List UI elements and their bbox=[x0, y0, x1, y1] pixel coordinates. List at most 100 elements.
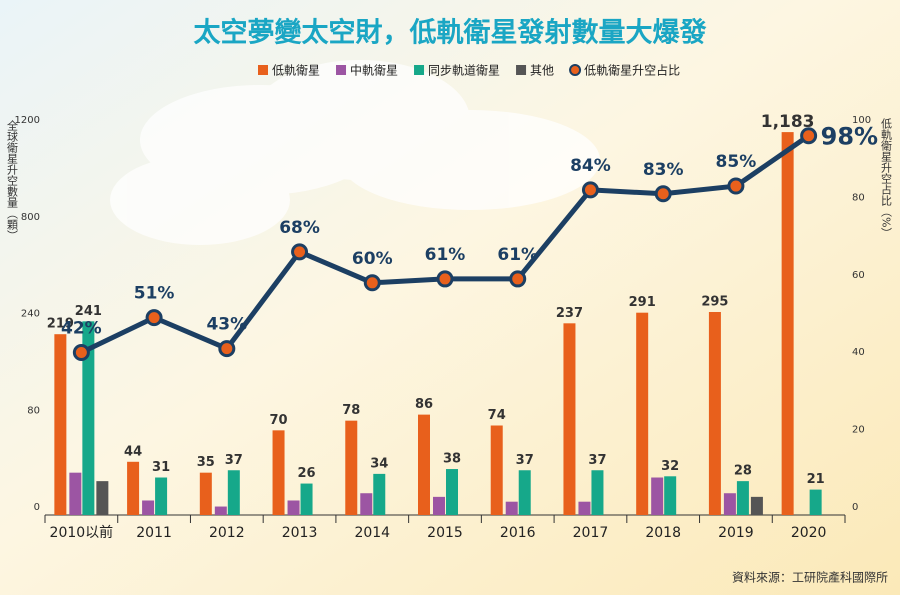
data-label: 34 bbox=[370, 456, 388, 471]
bar bbox=[591, 470, 604, 515]
y-axis-label: 全球衛星升空數量（顆） bbox=[6, 119, 19, 241]
x-tick-label: 2020 bbox=[791, 525, 827, 541]
bar bbox=[750, 496, 763, 515]
x-tick-label: 2019 bbox=[718, 525, 754, 541]
x-tick-label: 2013 bbox=[282, 525, 318, 541]
data-label: 37 bbox=[225, 453, 243, 468]
data-label: 68% bbox=[279, 218, 320, 238]
data-label: 219 bbox=[47, 317, 74, 332]
bar bbox=[214, 506, 227, 515]
legend-label: 低軌衛星升空占比 bbox=[584, 63, 680, 78]
bar bbox=[518, 470, 531, 515]
bar bbox=[345, 420, 358, 515]
bar bbox=[490, 425, 503, 515]
source: 資料來源：工研院產科國際所 bbox=[732, 570, 888, 585]
data-label: 21 bbox=[807, 472, 825, 487]
data-label: 32 bbox=[661, 459, 679, 474]
y-tick-label: 0 bbox=[34, 502, 40, 513]
bar bbox=[142, 500, 155, 515]
x-tick-label: 2011 bbox=[136, 525, 172, 541]
data-label: 1,183 bbox=[761, 112, 815, 132]
bar bbox=[651, 477, 664, 515]
bar bbox=[373, 473, 386, 515]
legend-swatch bbox=[516, 65, 527, 75]
y-tick-label: 240 bbox=[21, 309, 40, 320]
legend-marker bbox=[569, 64, 582, 76]
x-tick-label: 2015 bbox=[427, 525, 463, 541]
marker bbox=[581, 181, 599, 199]
bar bbox=[69, 472, 82, 515]
y2-tick-label: 100 bbox=[852, 115, 871, 126]
marker bbox=[509, 270, 527, 288]
data-label: 241 bbox=[75, 304, 102, 319]
x-tick-label: 2018 bbox=[645, 525, 681, 541]
data-label: 43% bbox=[206, 315, 247, 335]
bar bbox=[505, 501, 518, 515]
bar bbox=[96, 481, 109, 515]
y2-axis-label: 低軌衛星升空占比（%） bbox=[880, 118, 893, 239]
data-label: 37 bbox=[516, 453, 534, 468]
data-label: 31 bbox=[152, 460, 170, 475]
marker bbox=[218, 340, 236, 358]
x-tick-label: 2014 bbox=[354, 525, 390, 541]
bar bbox=[82, 321, 95, 515]
bar bbox=[446, 469, 458, 515]
data-label: 83% bbox=[643, 160, 684, 180]
bar bbox=[723, 493, 736, 515]
data-label: 61% bbox=[425, 245, 466, 265]
marker bbox=[291, 243, 309, 261]
x-tick-label: 2010以前 bbox=[50, 524, 114, 541]
y-tick-label: 80 bbox=[27, 405, 40, 416]
y2-tick-label: 0 bbox=[852, 502, 858, 513]
y2-tick-label: 20 bbox=[852, 425, 865, 436]
chart-title: 太空夢變太空財，低軌衛星發射數量大爆發 bbox=[194, 17, 707, 49]
bar bbox=[578, 501, 591, 515]
marker bbox=[145, 309, 163, 327]
y-tick-label: 1200 bbox=[15, 115, 40, 126]
marker bbox=[436, 270, 454, 288]
data-label: 295 bbox=[701, 294, 728, 309]
marker bbox=[363, 274, 381, 292]
data-label: 84% bbox=[570, 156, 611, 176]
data-label: 42% bbox=[61, 318, 102, 338]
bar bbox=[636, 312, 649, 515]
bar bbox=[199, 472, 212, 515]
legend-label: 同步軌道衛星 bbox=[428, 63, 500, 78]
data-label: 86 bbox=[415, 397, 433, 412]
bar bbox=[736, 481, 749, 515]
bar bbox=[563, 323, 576, 515]
data-label: 85% bbox=[716, 152, 757, 172]
bar bbox=[287, 500, 300, 515]
data-label: 237 bbox=[556, 306, 583, 321]
bar bbox=[664, 476, 677, 515]
bar bbox=[272, 430, 285, 515]
bar bbox=[300, 483, 313, 515]
data-label: 35 bbox=[197, 455, 215, 470]
data-label: 98% bbox=[821, 123, 878, 151]
bar bbox=[360, 493, 373, 515]
marker bbox=[727, 177, 745, 195]
data-label: 26 bbox=[297, 466, 315, 481]
marker bbox=[72, 343, 90, 361]
legend-label: 中軌衛星 bbox=[350, 63, 398, 78]
data-label: 44 bbox=[124, 444, 142, 459]
bar bbox=[227, 470, 240, 515]
bar bbox=[127, 461, 140, 515]
data-label: 28 bbox=[734, 464, 752, 479]
y-tick-label: 800 bbox=[21, 212, 40, 223]
data-label: 60% bbox=[352, 249, 393, 269]
y2-tick-label: 40 bbox=[852, 347, 865, 358]
clouds bbox=[110, 60, 600, 245]
x-tick-label: 2017 bbox=[573, 525, 609, 541]
bar bbox=[418, 414, 430, 515]
legend-swatch bbox=[258, 65, 268, 75]
data-label: 78 bbox=[342, 403, 360, 418]
legend-swatch bbox=[336, 65, 347, 75]
legend-label: 低軌衛星 bbox=[272, 63, 320, 78]
data-label: 37 bbox=[588, 453, 606, 468]
bar bbox=[781, 132, 794, 515]
data-label: 74 bbox=[488, 408, 506, 423]
bar bbox=[155, 477, 168, 515]
y2-tick-label: 80 bbox=[852, 192, 865, 203]
